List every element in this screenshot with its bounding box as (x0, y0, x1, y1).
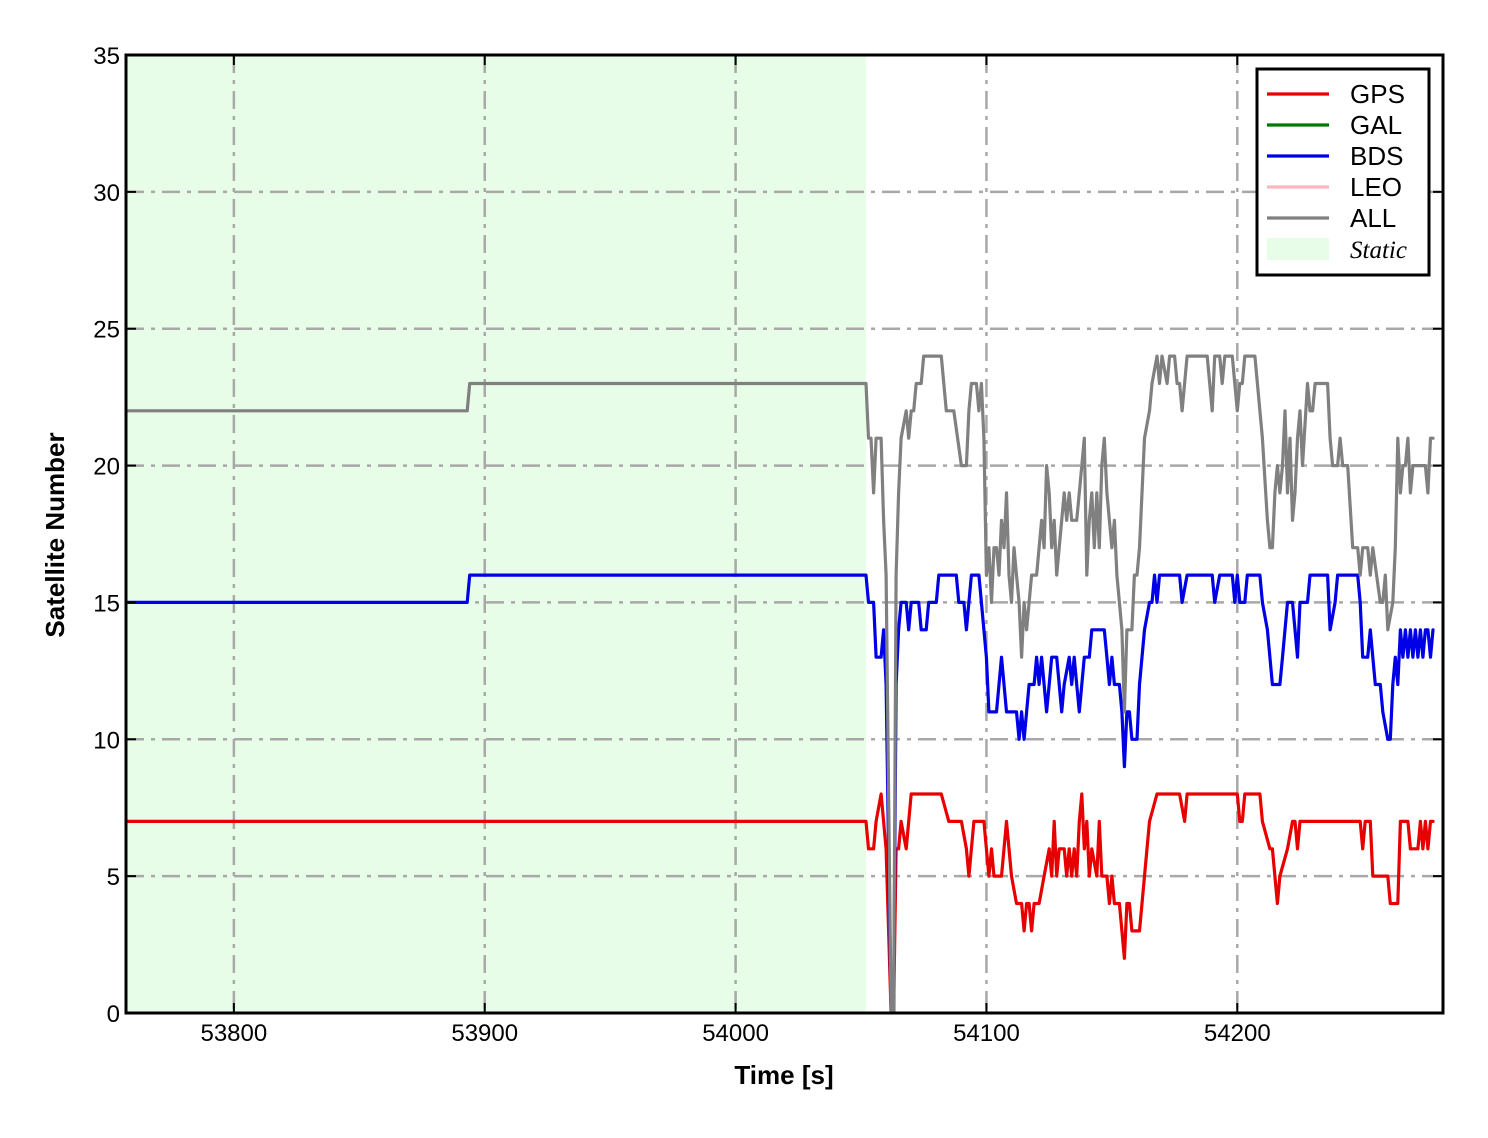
y-tick-label: 25 (93, 317, 120, 344)
y-tick-label: 35 (93, 43, 120, 70)
y-axis-label: Satellite Number (40, 432, 70, 637)
plot-frame (124, 53, 1445, 1015)
x-tick-label: 54100 (953, 1020, 1020, 1047)
y-tick-label: 0 (107, 1001, 120, 1028)
series-line-bds (126, 573, 1435, 1013)
series-line-gps (126, 792, 1435, 1013)
y-tick-label: 5 (107, 864, 120, 891)
y-tick-label: 30 (93, 180, 120, 207)
legend-swatch-static (1267, 238, 1329, 260)
y-tick-label: 10 (93, 727, 120, 754)
y-tick-label: 15 (93, 590, 120, 617)
shaded-region-static (126, 55, 867, 1013)
y-tick-label: 20 (93, 454, 120, 481)
legend-label-gps: GPS (1350, 79, 1405, 109)
x-axis-label: Time [s] (734, 1060, 833, 1090)
x-tick-label: 53800 (200, 1020, 267, 1047)
legend-label-gal: GAL (1350, 110, 1402, 140)
x-tick-label: 54200 (1204, 1020, 1271, 1047)
x-tick-label: 54000 (702, 1020, 769, 1047)
legend-label-leo: LEO (1350, 172, 1402, 202)
x-tick-label: 53900 (451, 1020, 518, 1047)
legend-label-bds: BDS (1350, 141, 1403, 171)
legend-label-all: ALL (1350, 203, 1396, 233)
series-line-all (126, 354, 1435, 1013)
legend-label-static: Static (1350, 237, 1407, 264)
